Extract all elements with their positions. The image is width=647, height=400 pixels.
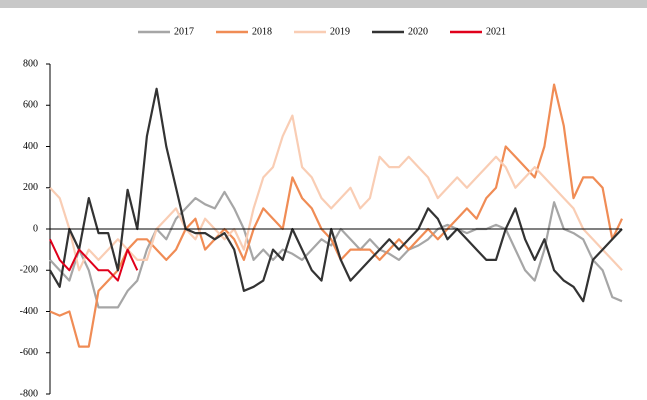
legend-label: 2018 — [252, 26, 272, 37]
y-tick-label: -200 — [20, 265, 38, 276]
legend-label: 2021 — [486, 26, 506, 37]
y-tick-label: 200 — [23, 182, 38, 193]
y-tick-label: 600 — [23, 100, 38, 111]
legend: 2017 2018 2019 2020 2021 — [138, 26, 506, 37]
series-line — [49, 238, 139, 282]
y-tick-label: -800 — [20, 388, 38, 399]
series-line — [49, 190, 623, 309]
legend-label: 2019 — [330, 26, 350, 37]
legend-label: 2017 — [174, 26, 194, 37]
legend-label: 2020 — [408, 26, 428, 37]
top-bar — [0, 0, 647, 8]
series-line — [49, 83, 623, 348]
series-line — [49, 114, 623, 272]
y-tick-label: 400 — [23, 141, 38, 152]
series-line — [49, 87, 623, 303]
y-tick-label: 0 — [33, 223, 38, 234]
y-tick-label: 800 — [23, 58, 38, 69]
y-tick-label: -600 — [20, 347, 38, 358]
y-tick-label: -400 — [20, 306, 38, 317]
